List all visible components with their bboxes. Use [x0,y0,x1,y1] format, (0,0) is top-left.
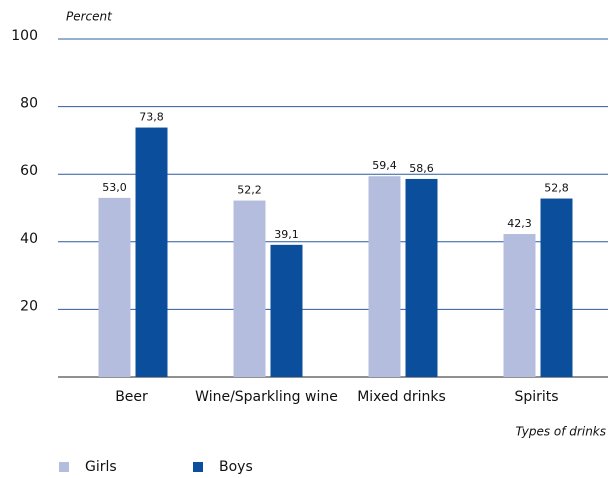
bar [98,197,131,377]
bar [503,234,536,377]
y-tick-label: 80 [20,96,38,112]
y-tick-label: 40 [20,231,38,247]
y-tick-label: 100 [11,28,38,44]
y-tick-label: 20 [20,298,38,314]
legend-swatch [193,462,203,472]
bar [135,127,168,377]
value-label: 52,2 [237,184,262,197]
legend-swatch [59,462,69,472]
value-label: 39,1 [274,228,299,241]
x-tick-label: Beer [115,389,148,405]
x-tick-label: Spirits [514,389,558,405]
value-label: 59,4 [372,159,397,172]
x-axis-label: Types of drinks [515,425,606,439]
x-tick-label: Wine/Sparkling wine [195,389,338,405]
x-tick-label: Mixed drinks [357,389,446,405]
y-axis-label: Percent [66,10,113,24]
bar [233,200,266,377]
value-label: 73,8 [139,111,164,124]
bar [270,244,303,377]
y-tick-label: 60 [20,163,38,179]
bar [368,176,401,377]
bar [540,198,573,377]
legend-label: Girls [85,459,117,475]
value-label: 52,8 [544,182,569,195]
bar [405,178,438,377]
legend-label: Boys [219,459,253,475]
value-label: 53,0 [102,181,127,194]
value-label: 42,3 [507,217,532,230]
value-label: 58,6 [409,162,434,175]
